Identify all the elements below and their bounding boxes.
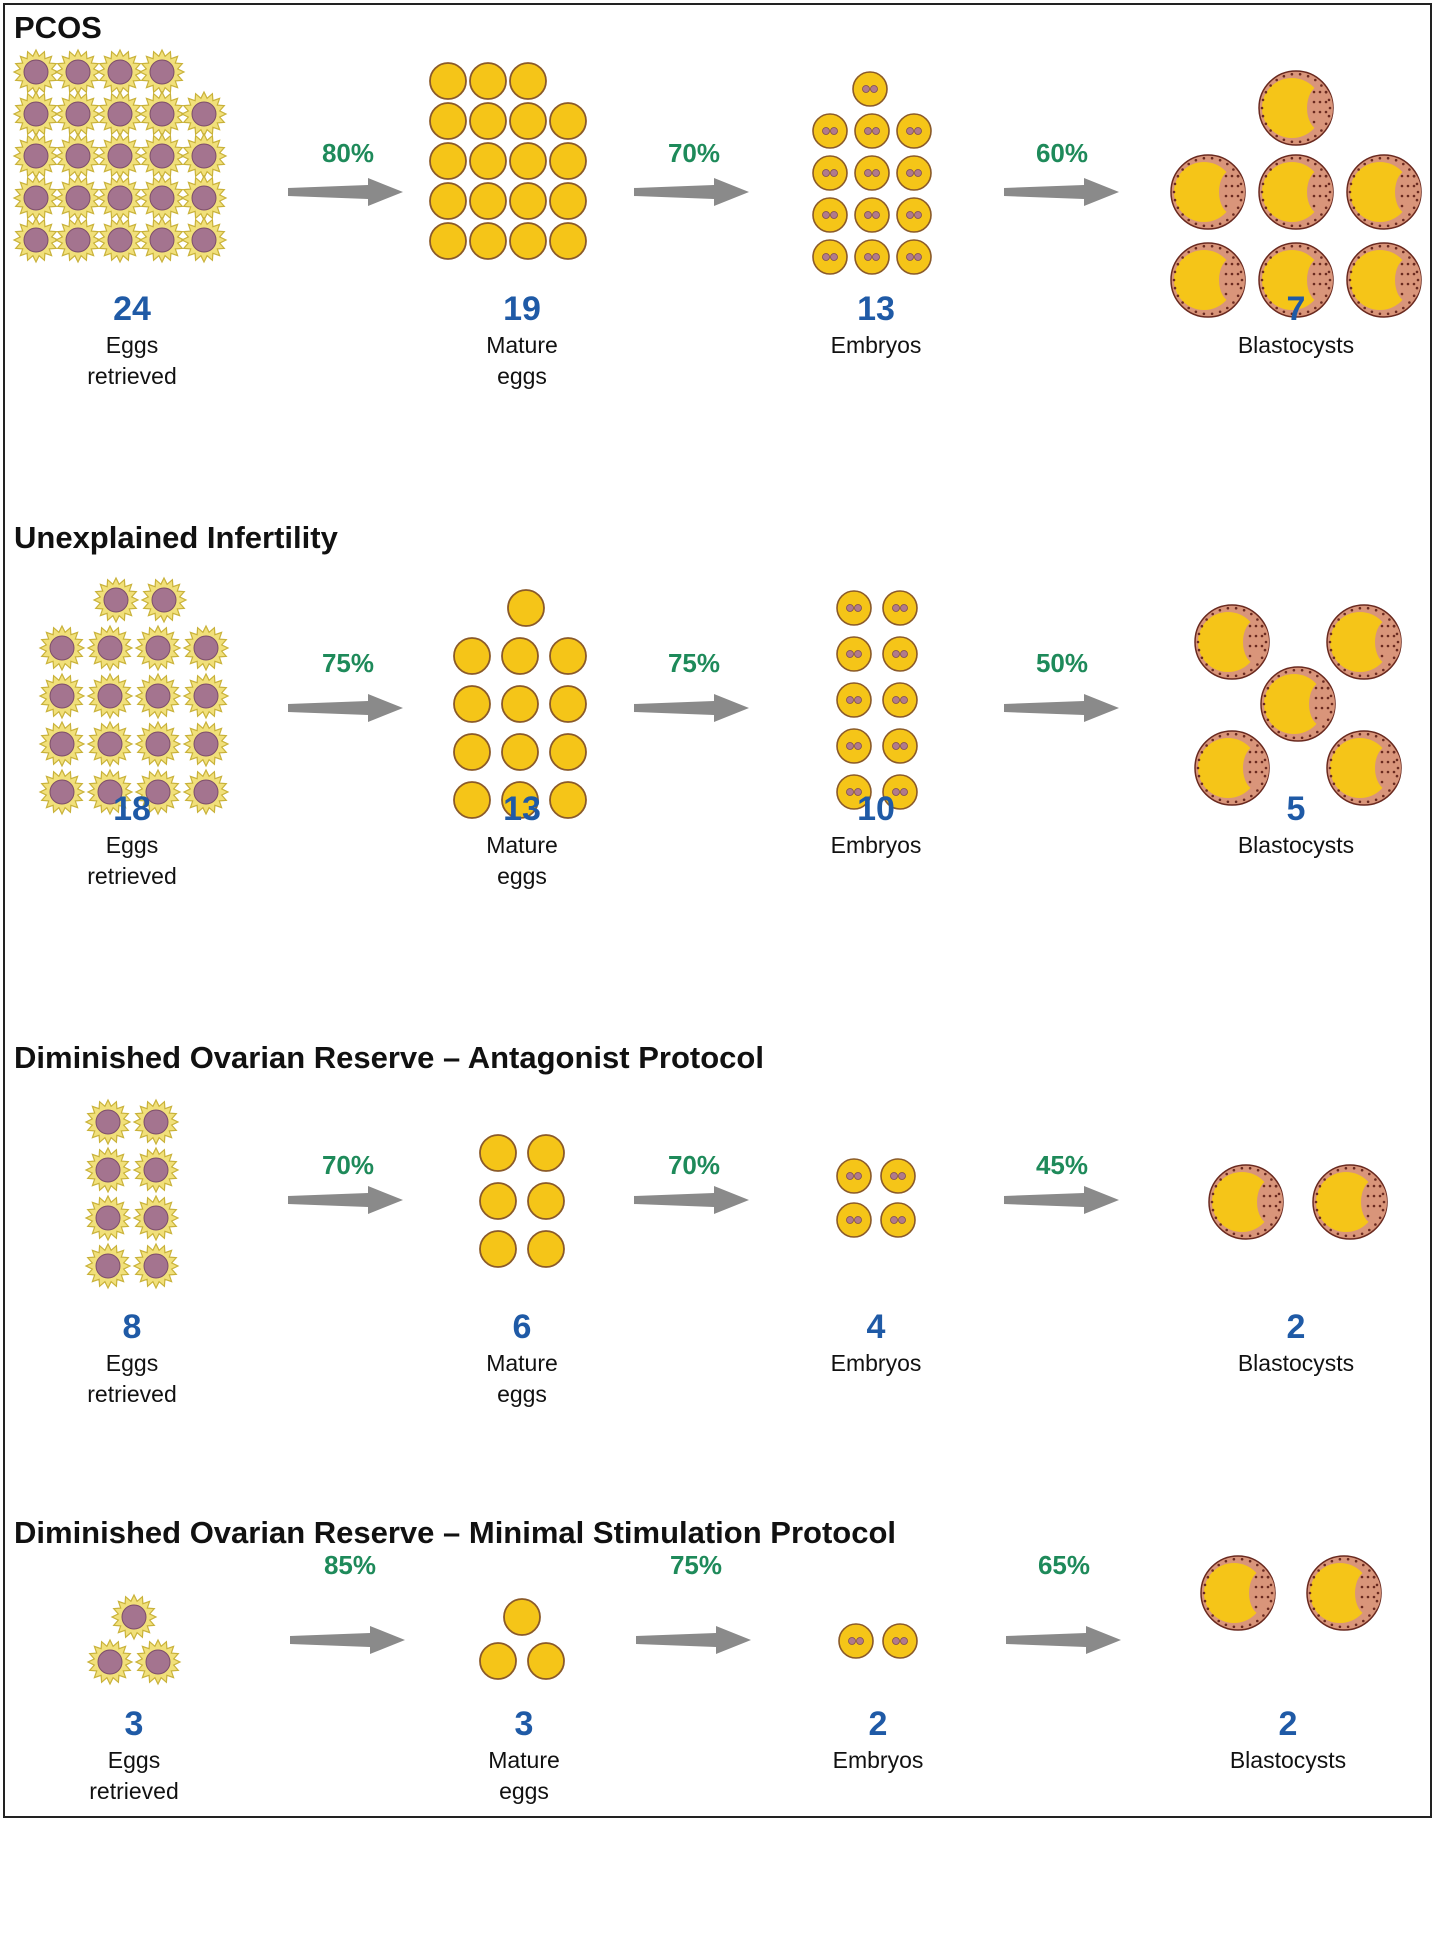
- stage-label-blastocysts: Blastocysts: [1237, 1350, 1355, 1376]
- stage-label-mature: Mature eggs: [486, 332, 558, 389]
- stage-count-eggs: 24: [113, 290, 151, 328]
- stage-count-blastocysts: 5: [1286, 790, 1306, 828]
- rate-2: 75%: [669, 1550, 723, 1580]
- stage-label-eggs: Eggs retrieved: [87, 1350, 177, 1407]
- stage-count-mature: 3: [514, 1705, 534, 1743]
- stage-count-eggs: 18: [113, 790, 151, 828]
- stage-count-embryos: 13: [857, 290, 895, 328]
- stage-count-mature: 13: [503, 790, 541, 828]
- stage-label-embryos: Embryos: [830, 1350, 922, 1376]
- stage-label-blastocysts: Blastocysts: [1237, 832, 1355, 858]
- stage-label-eggs: Eggs retrieved: [87, 332, 177, 389]
- rate-1: 85%: [323, 1550, 377, 1580]
- stage-count-mature: 19: [503, 290, 541, 328]
- section-title: PCOS: [14, 10, 102, 45]
- stage-count-blastocysts: 2: [1278, 1705, 1298, 1743]
- stage-label-embryos: Embryos: [830, 332, 922, 358]
- stage-label-mature: Mature eggs: [488, 1747, 560, 1804]
- section-title: Unexplained Infertility: [14, 520, 338, 555]
- rate-2: 75%: [667, 648, 721, 678]
- stage-count-blastocysts: 2: [1286, 1308, 1306, 1346]
- stage-count-eggs: 3: [124, 1705, 144, 1743]
- stage-label-embryos: Embryos: [830, 832, 922, 858]
- stage-label-eggs: Eggs retrieved: [87, 832, 177, 889]
- stage-count-blastocysts: 7: [1286, 290, 1306, 328]
- rate-2: 70%: [667, 1150, 721, 1180]
- section-title: Diminished Ovarian Reserve – Antagonist …: [14, 1040, 764, 1075]
- rate-2: 70%: [667, 138, 721, 168]
- stage-label-blastocysts: Blastocysts: [1237, 332, 1355, 358]
- rate-3: 50%: [1035, 648, 1089, 678]
- stage-count-mature: 6: [512, 1308, 532, 1346]
- stage-label-blastocysts: Blastocysts: [1229, 1747, 1347, 1773]
- rate-1: 75%: [321, 648, 375, 678]
- section-title: Diminished Ovarian Reserve – Minimal Sti…: [14, 1515, 897, 1550]
- stage-count-embryos: 10: [857, 790, 895, 828]
- stage-label-embryos: Embryos: [832, 1747, 924, 1773]
- rate-3: 60%: [1035, 138, 1089, 168]
- stage-label-eggs: Eggs retrieved: [89, 1747, 179, 1804]
- stage-label-mature: Mature eggs: [486, 1350, 558, 1407]
- stage-count-embryos: 2: [868, 1705, 888, 1743]
- stage-count-embryos: 4: [866, 1308, 886, 1346]
- rate-3: 45%: [1035, 1150, 1089, 1180]
- stage-count-eggs: 8: [122, 1308, 142, 1346]
- stage-label-mature: Mature eggs: [486, 832, 558, 889]
- rate-3: 65%: [1037, 1550, 1091, 1580]
- rate-1: 80%: [321, 138, 375, 168]
- rate-1: 70%: [321, 1150, 375, 1180]
